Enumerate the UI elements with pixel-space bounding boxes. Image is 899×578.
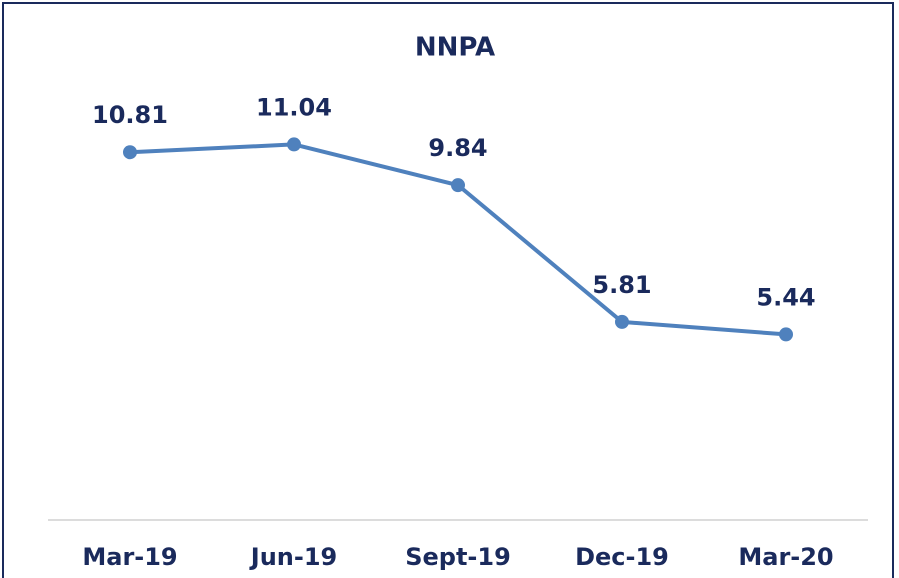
chart-title: NNPA	[415, 33, 495, 63]
marker	[287, 137, 301, 152]
marker	[123, 145, 137, 160]
x-tick-label: Mar-19	[82, 543, 177, 571]
data-label: 5.44	[756, 283, 815, 311]
data-label: 10.81	[92, 101, 168, 129]
marker	[779, 327, 793, 342]
marker	[451, 178, 465, 193]
marker	[615, 314, 629, 329]
data-label: 11.04	[256, 93, 332, 121]
x-tick-label: Jun-19	[249, 543, 337, 571]
data-label: 5.81	[592, 271, 651, 299]
x-tick-label: Dec-19	[575, 543, 669, 571]
x-tick-label: Sept-19	[405, 543, 511, 571]
data-label: 9.84	[428, 134, 487, 162]
x-tick-label: Mar-20	[738, 543, 833, 571]
